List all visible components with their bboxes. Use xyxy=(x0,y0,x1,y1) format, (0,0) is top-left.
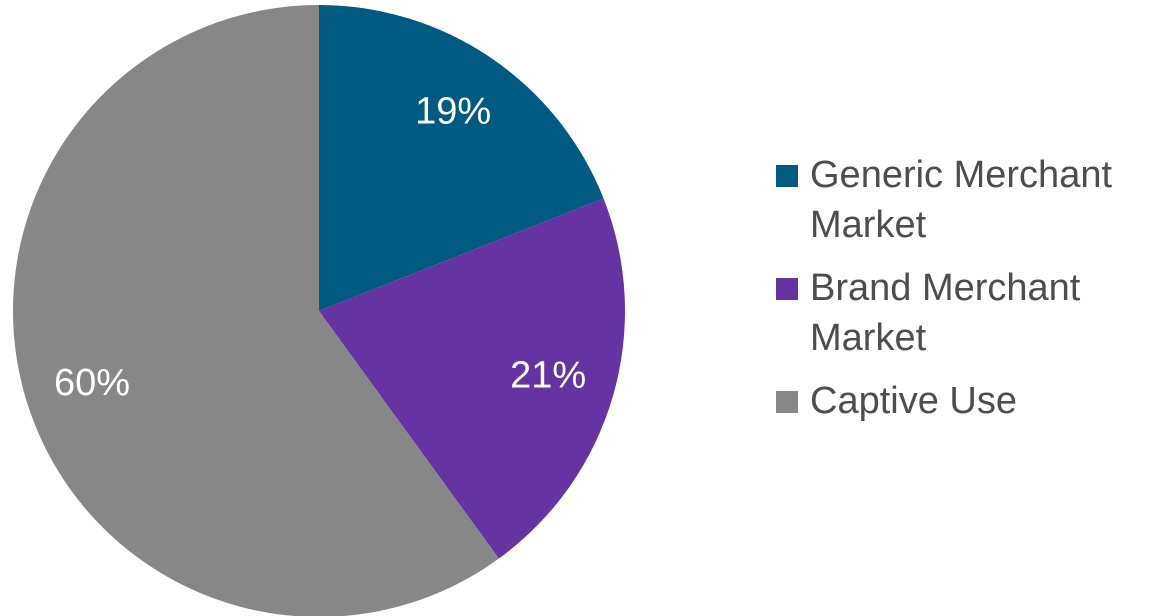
legend-item: Captive Use xyxy=(776,376,1171,426)
legend-label: Brand Merchant Market xyxy=(810,267,1081,359)
pie-slice xyxy=(319,198,625,559)
chart: 19% 21% 60% xyxy=(13,5,625,616)
legend-item: Generic Merchant Market xyxy=(776,150,1171,250)
legend-label: Generic Merchant Market xyxy=(810,154,1113,246)
legend-swatch xyxy=(776,391,798,413)
pie-slice xyxy=(13,5,499,616)
data-label: 21% xyxy=(510,355,586,397)
legend-item: Brand Merchant Market xyxy=(776,263,1171,363)
data-label: 60% xyxy=(54,362,130,404)
legend-swatch xyxy=(776,165,798,187)
legend: Generic Merchant Market Brand Merchant Ma… xyxy=(776,150,1171,439)
legend-label: Captive Use xyxy=(810,380,1017,422)
data-label: 19% xyxy=(415,91,491,133)
pie-slice xyxy=(319,5,604,311)
legend-swatch xyxy=(776,278,798,300)
